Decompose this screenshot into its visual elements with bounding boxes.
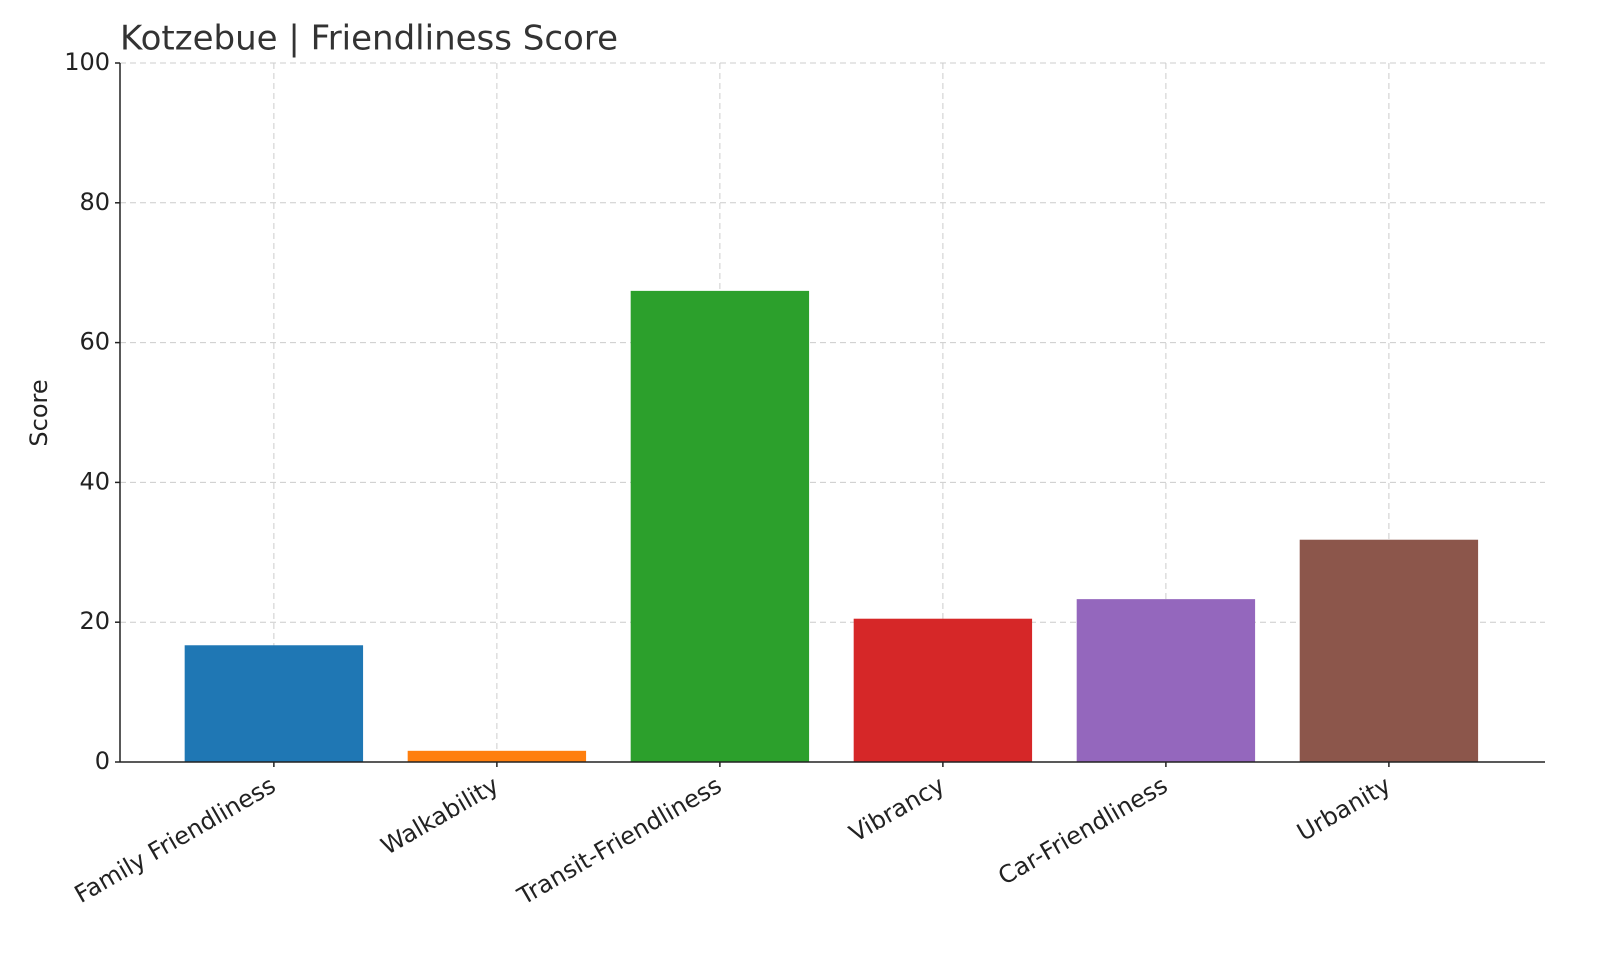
bar (1299, 539, 1479, 762)
y-tick-label: 80 (79, 188, 110, 216)
bar (184, 645, 364, 762)
y-tick-label: 60 (79, 328, 110, 356)
chart-title: Kotzebue | Friendliness Score (120, 19, 618, 59)
bar (407, 750, 587, 762)
bar (630, 290, 810, 762)
y-tick-label: 100 (64, 48, 110, 76)
x-tick-label: Urbanity (1292, 771, 1395, 847)
y-tick-label: 20 (79, 607, 110, 635)
y-tick-label: 0 (95, 747, 110, 775)
x-tick-label: Car-Friendliness (993, 771, 1172, 891)
x-tick-label: Walkability (376, 771, 503, 861)
bar (853, 618, 1033, 762)
x-tick-label: Vibrancy (844, 771, 949, 848)
x-tick-label: Family Friendliness (70, 771, 281, 909)
x-tick-label: Transit-Friendliness (512, 771, 726, 911)
y-axis-label: Score (25, 379, 53, 446)
y-tick-label: 40 (79, 467, 110, 495)
bar (1076, 599, 1256, 762)
